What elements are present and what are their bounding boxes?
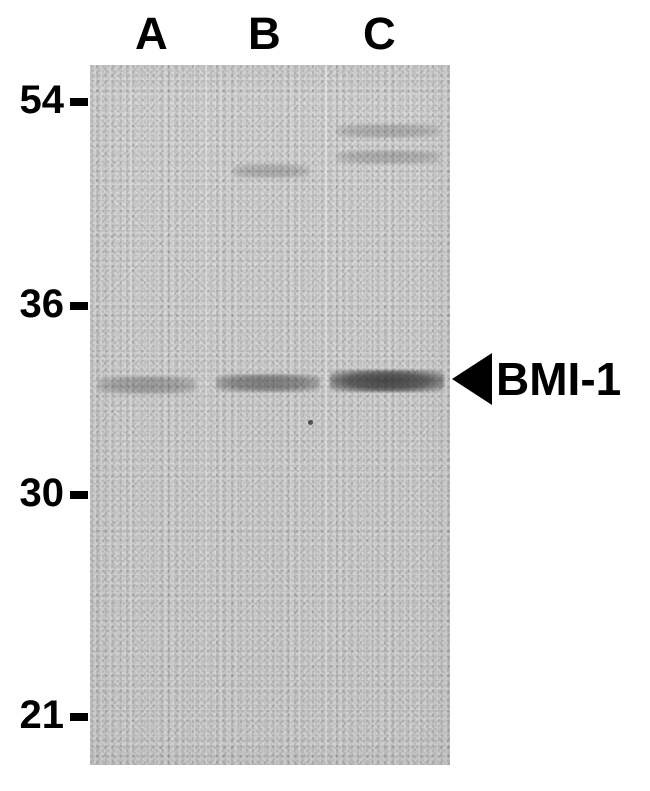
lane-separator	[325, 65, 327, 765]
mw-value: 36	[20, 282, 65, 326]
lane-separator	[205, 65, 207, 765]
mw-value: 21	[20, 693, 65, 737]
tick-icon	[70, 491, 88, 499]
band-lane-b	[216, 374, 320, 392]
western-blot-figure: A B C 54 36 30 21 BMI-1	[0, 0, 650, 791]
band-lane-c	[330, 370, 444, 392]
tick-icon	[70, 98, 88, 106]
mw-marker: 54	[4, 78, 88, 123]
mw-marker: 21	[4, 693, 88, 738]
band-nonspecific	[336, 150, 440, 164]
lane-label-c: C	[363, 8, 396, 60]
target-annotation: BMI-1	[452, 352, 621, 406]
tick-icon	[70, 302, 88, 310]
target-label: BMI-1	[496, 352, 621, 406]
mw-marker: 30	[4, 471, 88, 516]
mw-marker: 36	[4, 282, 88, 327]
lane-label-a: A	[135, 8, 168, 60]
artifact-speck	[308, 420, 313, 425]
band-nonspecific	[336, 124, 440, 138]
arrow-left-icon	[452, 353, 492, 405]
lane-label-b: B	[248, 8, 281, 60]
band-nonspecific	[232, 164, 310, 178]
mw-value: 54	[20, 78, 65, 122]
band-lane-a	[98, 376, 196, 394]
mw-value: 30	[20, 471, 65, 515]
tick-icon	[70, 713, 88, 721]
